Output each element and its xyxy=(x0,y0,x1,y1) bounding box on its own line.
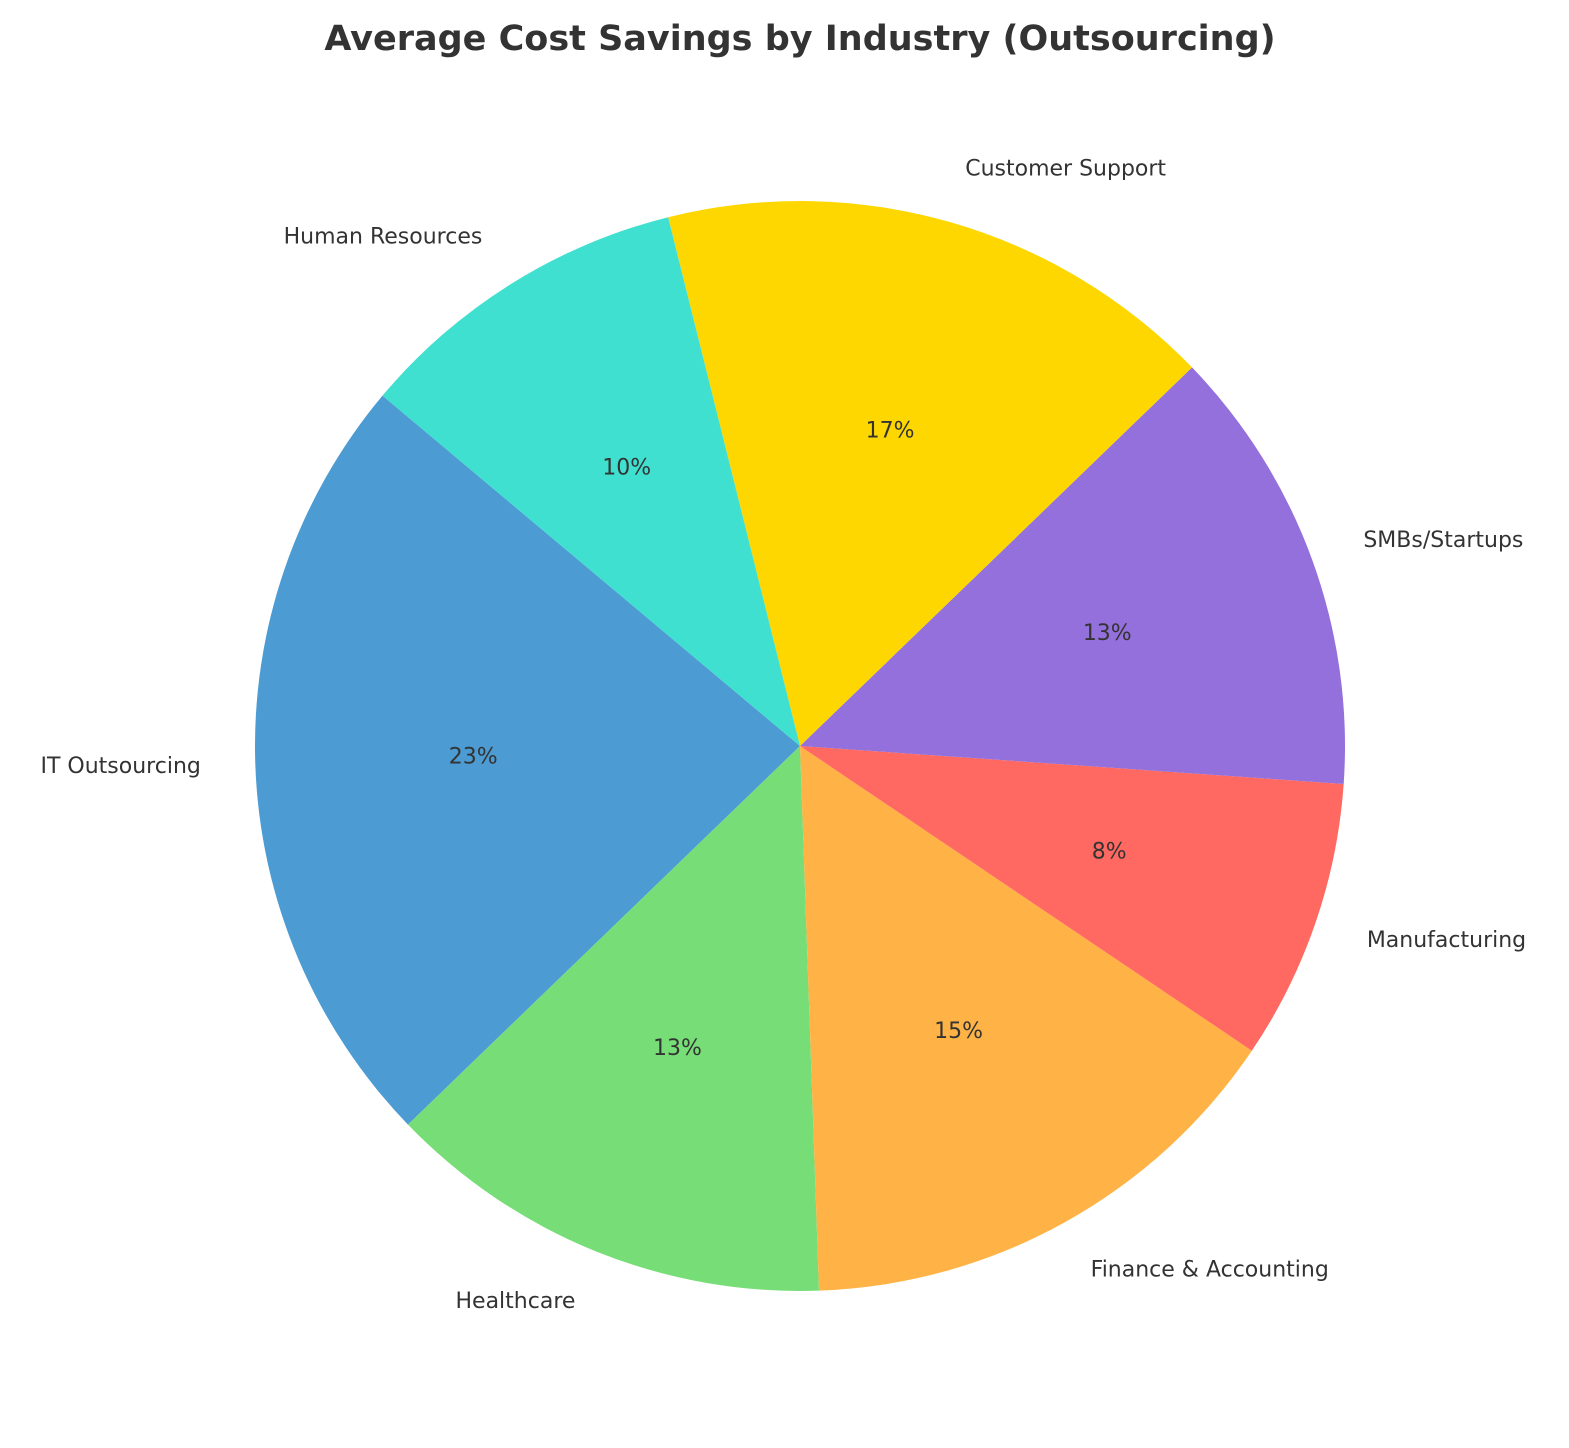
chart-title: Average Cost Savings by Industry (Outsou… xyxy=(324,19,1275,59)
slice-labels: IT Outsourcing Healthcare Finance & Accoun… xyxy=(41,157,1527,1314)
slice-label-smbs-startups: SMBs/Startups xyxy=(1363,528,1523,553)
slice-percent-labels: 23% 13% 15% 8% 13% 17% 10% xyxy=(449,419,1132,1062)
slice-percent-customer-support: 17% xyxy=(866,419,915,444)
slice-label-it-outsourcing: IT Outsourcing xyxy=(41,754,201,779)
pie-slice-healthcare xyxy=(407,746,820,1291)
pie-slices xyxy=(254,201,1345,1291)
slice-label-customer-support: Customer Support xyxy=(965,157,1166,182)
slice-percent-smbs-startups: 13% xyxy=(1083,621,1132,646)
pie-slice-it-outsourcing xyxy=(254,395,801,1125)
pie-slice-human-resources xyxy=(382,217,800,746)
slice-percent-human-resources: 10% xyxy=(602,456,651,481)
slice-label-manufacturing: Manufacturing xyxy=(1367,928,1526,953)
pie-slice-manufacturing xyxy=(800,746,1344,1051)
pie-slice-finance-accounting xyxy=(800,746,1252,1291)
slice-label-finance-accounting: Finance & Accounting xyxy=(1091,1257,1329,1282)
slice-percent-healthcare: 13% xyxy=(653,1036,702,1061)
slice-percent-manufacturing: 8% xyxy=(1092,839,1127,864)
pie-slice-customer-support xyxy=(668,201,1193,747)
slice-label-healthcare: Healthcare xyxy=(456,1289,576,1314)
slice-percent-finance-accounting: 15% xyxy=(934,1019,983,1044)
slice-label-human-resources: Human Resources xyxy=(284,225,483,250)
pie-slice-smbs-startups xyxy=(800,367,1345,785)
slice-percent-it-outsourcing: 23% xyxy=(449,744,498,769)
